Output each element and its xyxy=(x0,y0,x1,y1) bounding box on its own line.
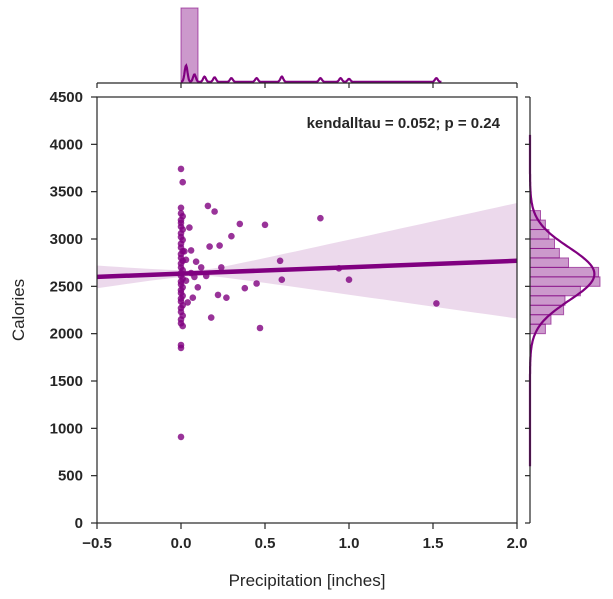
marginal-y-bar xyxy=(529,257,569,268)
marginal-x-kde-curve xyxy=(180,63,442,84)
marginal-y-ticks xyxy=(525,96,530,524)
scatter-point xyxy=(184,299,191,306)
scatter-point xyxy=(192,258,200,266)
scatter-point xyxy=(276,257,284,265)
scatter-point xyxy=(218,264,225,271)
scatter-point xyxy=(177,433,185,441)
x-tick-label: 2.0 xyxy=(507,535,528,552)
scatter-point xyxy=(253,280,260,287)
scatter-point xyxy=(214,291,222,299)
y-tick-label: 3500 xyxy=(50,184,83,201)
marginal-y-bar xyxy=(529,247,560,259)
y-tick-label: 1000 xyxy=(50,420,83,437)
scatter-point xyxy=(197,264,205,271)
scatter-point xyxy=(177,165,185,173)
scatter-point xyxy=(194,284,202,291)
scatter-point xyxy=(216,242,223,249)
scatter-point xyxy=(433,300,440,307)
marginal-y-histogram xyxy=(529,210,601,335)
x-axis-ticks: −0.5 0.0 0.5 1.0 1.5 2.0 xyxy=(82,523,527,552)
stats-annotation: kendalltau = 0.052; p = 0.24 xyxy=(307,115,501,132)
marginal-y-bar xyxy=(529,238,555,249)
regression-confidence-band xyxy=(97,203,517,319)
y-tick-label: 0 xyxy=(75,515,83,532)
scatter-point xyxy=(207,314,215,321)
scatter-point xyxy=(182,256,190,264)
y-tick-label: 2000 xyxy=(50,326,83,343)
scatter-point xyxy=(187,247,195,254)
scatter-point xyxy=(211,208,218,215)
x-tick-label: −0.5 xyxy=(82,535,112,552)
scatter-point xyxy=(228,232,235,240)
scatter-point xyxy=(317,214,324,222)
scatter-point xyxy=(189,294,197,302)
scatter-point xyxy=(345,276,353,284)
y-axis-label: Calories xyxy=(9,279,28,341)
scatter-point xyxy=(236,220,244,228)
y-tick-label: 500 xyxy=(58,468,83,485)
scatter-point xyxy=(256,324,264,332)
x-tick-label: 0.0 xyxy=(171,535,192,552)
joint-panel: −0.5 0.0 0.5 1.0 1.5 2.0 0 500 1000 1500 2000 2500… xyxy=(50,89,528,552)
scatter-point xyxy=(182,277,190,285)
y-tick-label: 4000 xyxy=(50,136,83,153)
marginal-x-ticks xyxy=(96,83,518,88)
x-tick-label: 1.0 xyxy=(339,535,360,552)
scatter-point xyxy=(177,344,185,352)
scatter-point xyxy=(261,221,269,229)
scatter-point xyxy=(204,202,212,210)
y-tick-label: 2500 xyxy=(50,278,83,295)
y-axis-ticks: 0 500 1000 1500 2000 2500 3000 3500 4000 4500 xyxy=(50,89,97,532)
x-tick-label: 0.5 xyxy=(255,535,276,552)
scatter-point xyxy=(181,248,188,255)
regression-line xyxy=(96,258,518,280)
plot-frame xyxy=(96,96,518,524)
scatter-point xyxy=(179,322,186,330)
y-tick-label: 1500 xyxy=(50,373,83,390)
scatter-point xyxy=(177,204,185,212)
scatter-points xyxy=(177,165,440,441)
y-tick-label: 3000 xyxy=(50,231,83,248)
marginal-y-bar xyxy=(529,266,600,278)
scatter-point xyxy=(179,178,186,186)
scatter-point xyxy=(223,294,230,302)
marginal-y-panel xyxy=(525,96,601,524)
marginal-y-bar xyxy=(529,295,566,306)
marginal-x-panel xyxy=(96,7,518,88)
x-axis-label: Precipitation [inches] xyxy=(229,571,386,590)
scatter-point xyxy=(186,224,193,231)
marginal-y-bar xyxy=(529,285,581,297)
scatter-point xyxy=(278,276,286,284)
y-tick-label: 4500 xyxy=(50,89,83,106)
scatter-point xyxy=(241,284,249,292)
x-tick-label: 1.5 xyxy=(423,535,444,552)
scatter-point xyxy=(206,243,213,250)
